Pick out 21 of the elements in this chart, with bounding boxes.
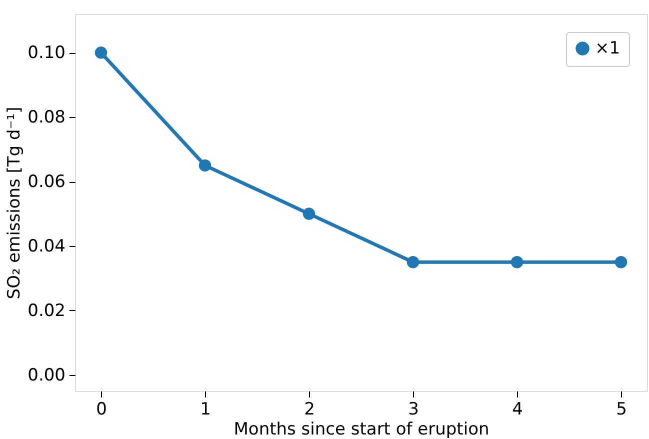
x-tick-label: 2 [304,400,315,420]
point [510,256,524,268]
x-tick-label: 4 [512,400,523,420]
point [94,46,108,59]
x-tick-label: 3 [408,400,419,420]
point [302,208,316,220]
y-tick-label: 0.10 [28,43,66,64]
y-tick-label: 0.04 [28,236,66,256]
point [614,256,628,268]
y-axis-title: SO₂ emissions [Tg d⁻¹] [4,106,25,300]
x-tick-label: 1 [200,400,211,420]
point [198,159,212,172]
y-tick-label: 0.06 [28,172,66,192]
x-axis-title: Months since start of eruption [234,420,490,439]
y-tick-label: 0.02 [28,300,66,321]
y-tick-label: 0.00 [28,365,66,386]
legend-label: ×1 [595,38,620,58]
y-tick-label: 0.08 [28,108,66,128]
point [406,256,420,268]
x-tick-label: 0 [96,400,107,420]
x-tick-label: 5 [616,400,627,420]
